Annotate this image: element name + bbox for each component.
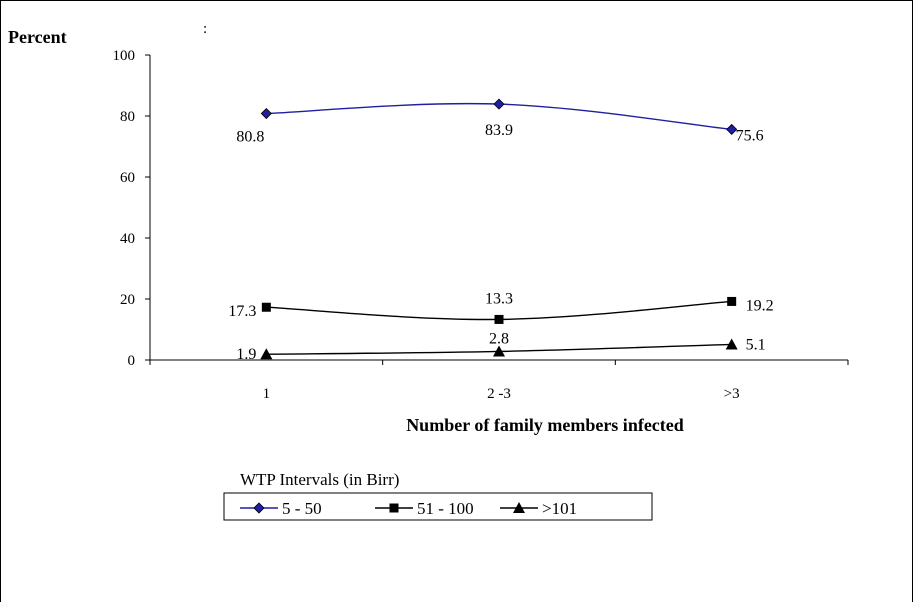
data-point	[260, 348, 273, 360]
stray-colon: :	[203, 21, 207, 37]
y-tick-label: 60	[120, 170, 135, 186]
y-axis-title: Percent	[8, 27, 67, 47]
data-point	[726, 123, 738, 135]
legend-marker	[389, 503, 399, 513]
data-label: 19.2	[746, 297, 774, 314]
legend-title: WTP Intervals (in Birr)	[240, 470, 399, 489]
data-point	[725, 338, 738, 350]
data-point	[261, 302, 271, 312]
y-tick-label: 40	[120, 231, 135, 247]
legend-marker	[513, 502, 525, 513]
data-point	[260, 107, 272, 120]
data-label: 17.3	[228, 303, 256, 320]
data-point	[727, 296, 737, 306]
x-tick-label: 1	[263, 386, 271, 402]
x-axis-title: Number of family members infected	[406, 415, 684, 435]
data-label: 13.3	[485, 290, 513, 307]
legend-box	[223, 492, 653, 521]
y-tick-label: 0	[128, 353, 136, 369]
data-label: 2.8	[489, 330, 509, 347]
data-label: 5.1	[746, 336, 766, 353]
y-tick-label: 20	[120, 292, 135, 308]
legend-item-3: >101	[500, 499, 577, 518]
x-tick-label: 2 -3	[487, 386, 511, 402]
series-2: 17.3 13.3 19.2	[228, 290, 774, 324]
legend-marker	[253, 502, 265, 514]
legend-item-2: 51 - 100	[375, 499, 474, 518]
series-1: 80.8 83.9 75.6	[236, 98, 764, 146]
data-point	[494, 314, 504, 324]
data-point	[493, 98, 505, 110]
series-layer: 80.8 83.9 75.6 17.3 13.3 19.2 1.9 2.8 5.1	[228, 98, 774, 363]
data-label: 83.9	[485, 122, 513, 139]
legend-label: 5 - 50	[282, 499, 322, 518]
data-label: 1.9	[236, 346, 256, 363]
data-label: 80.8	[236, 129, 264, 146]
series-3: 1.9 2.8 5.1	[236, 330, 765, 363]
data-label: 75.6	[736, 127, 764, 144]
legend-item-1: 5 - 50	[240, 499, 322, 518]
x-tick-label: >3	[724, 386, 740, 402]
legend-label: >101	[542, 499, 577, 518]
axes: 0 20 40 60 80 100 1 2 -3 >3	[113, 48, 849, 402]
data-point	[493, 345, 505, 357]
legend-label: 51 - 100	[417, 499, 474, 518]
legend: WTP Intervals (in Birr) 5 - 50 51 - 100 >1…	[223, 470, 653, 521]
y-tick-label: 80	[120, 109, 135, 125]
y-tick-label: 100	[113, 48, 136, 64]
